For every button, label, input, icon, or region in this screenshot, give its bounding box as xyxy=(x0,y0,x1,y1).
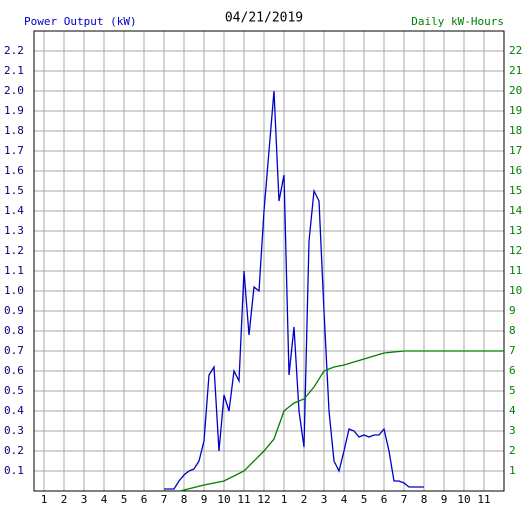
x-tick-label: 6 xyxy=(381,493,388,506)
y-tick-label: 0.9 xyxy=(4,304,24,317)
y2-tick-label: 14 xyxy=(509,204,523,217)
series-line xyxy=(164,90,424,490)
y2-tick-label: 3 xyxy=(509,424,516,437)
y2-tick-label: 19 xyxy=(509,104,522,117)
y2-tick-label: 4 xyxy=(509,404,516,417)
x-tick-label: 5 xyxy=(121,493,128,506)
y-tick-label: 0.1 xyxy=(4,464,24,477)
y2-tick-label: 1 xyxy=(509,464,516,477)
x-tick-label: 11 xyxy=(477,493,490,506)
x-tick-label: 8 xyxy=(181,493,188,506)
y-tick-label: 0.4 xyxy=(4,404,24,417)
y2-tick-label: 10 xyxy=(509,284,522,297)
y2-tick-label: 5 xyxy=(509,384,516,397)
y-tick-label: 1.2 xyxy=(4,244,24,257)
y-tick-label: 0.8 xyxy=(4,324,24,337)
x-tick-label: 9 xyxy=(201,493,208,506)
plot-border xyxy=(33,30,505,492)
y-tick-label: 0.3 xyxy=(4,424,24,437)
x-tick-label: 8 xyxy=(421,493,428,506)
x-tick-label: 1 xyxy=(281,493,288,506)
x-tick-label: 10 xyxy=(217,493,230,506)
y-tick-label: 2.0 xyxy=(4,84,24,97)
y2-tick-label: 16 xyxy=(509,164,522,177)
y-tick-label: 0.2 xyxy=(4,444,24,457)
y-tick-label: 2.1 xyxy=(4,64,24,77)
y-tick-label: 1.6 xyxy=(4,164,24,177)
y2-tick-label: 17 xyxy=(509,144,522,157)
x-tick-label: 3 xyxy=(321,493,328,506)
y-tick-label: 1.0 xyxy=(4,284,24,297)
x-tick-label: 1 xyxy=(41,493,48,506)
x-tick-label: 9 xyxy=(441,493,448,506)
x-tick-label: 10 xyxy=(457,493,470,506)
y2-tick-label: 9 xyxy=(509,304,516,317)
y2-tick-label: 21 xyxy=(509,64,522,77)
x-tick-label: 7 xyxy=(161,493,168,506)
x-tick-label: 2 xyxy=(61,493,68,506)
y-tick-label: 1.4 xyxy=(4,204,24,217)
x-tick-label: 12 xyxy=(257,493,270,506)
y-tick-label: 1.3 xyxy=(4,224,24,237)
x-tick-label: 3 xyxy=(81,493,88,506)
x-tick-label: 4 xyxy=(101,493,108,506)
x-tick-label: 4 xyxy=(341,493,348,506)
y2-tick-label: 15 xyxy=(509,184,522,197)
y-tick-label: 0.7 xyxy=(4,344,24,357)
y-tick-label: 1.5 xyxy=(4,184,24,197)
x-tick-label: 2 xyxy=(301,493,308,506)
y2-tick-label: 2 xyxy=(509,444,516,457)
x-tick-label: 7 xyxy=(401,493,408,506)
y2-tick-label: 11 xyxy=(509,264,522,277)
x-tick-label: 6 xyxy=(141,493,148,506)
y-tick-label: 2.2 xyxy=(4,44,24,57)
left-axis-title: Power Output (kW) xyxy=(24,15,137,28)
series-line xyxy=(179,350,504,492)
y-tick-label: 1.7 xyxy=(4,144,24,157)
y2-tick-label: 8 xyxy=(509,324,516,337)
y-tick-label: 1.8 xyxy=(4,124,24,137)
y2-tick-label: 12 xyxy=(509,244,522,257)
y2-tick-label: 6 xyxy=(509,364,516,377)
y2-tick-label: 7 xyxy=(509,344,516,357)
y-tick-label: 1.9 xyxy=(4,104,24,117)
y-tick-label: 0.5 xyxy=(4,384,24,397)
chart-title: 04/21/2019 xyxy=(225,11,303,26)
x-tick-label: 11 xyxy=(237,493,250,506)
right-axis-title: Daily kW-Hours xyxy=(411,15,504,28)
y-tick-label: 0.6 xyxy=(4,364,24,377)
y-tick-label: 1.1 xyxy=(4,264,24,277)
x-tick-label: 5 xyxy=(361,493,368,506)
y2-tick-label: 22 xyxy=(509,44,522,57)
y2-tick-label: 13 xyxy=(509,224,522,237)
y2-tick-label: 18 xyxy=(509,124,522,137)
y2-tick-label: 20 xyxy=(509,84,522,97)
